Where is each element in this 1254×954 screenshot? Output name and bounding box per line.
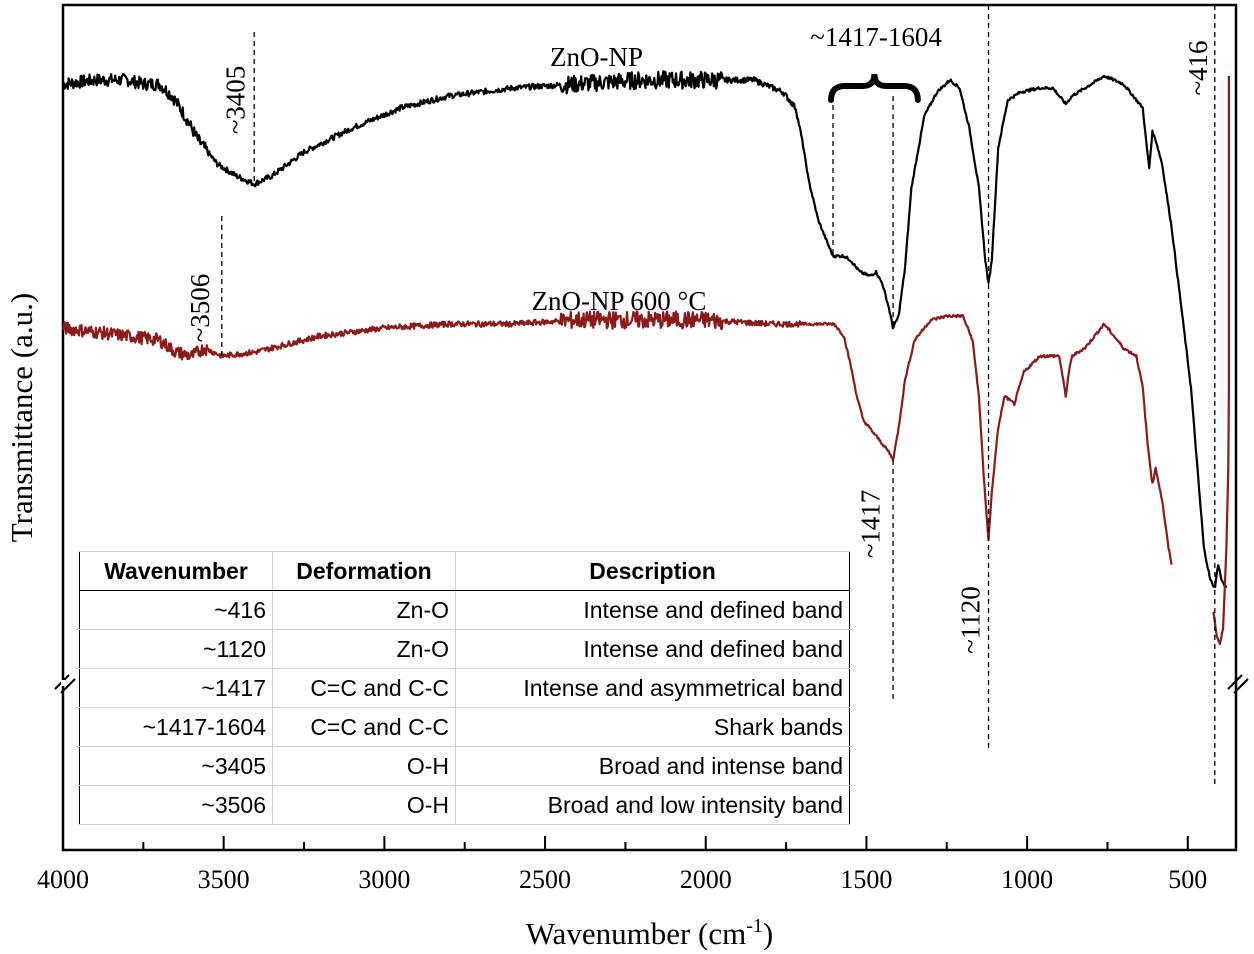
spectrum-line-zno-np [62,70,1228,589]
peak-annotation: ~1417 [855,490,885,559]
band-assignment-table: Wavenumber Deformation Description ~416 … [79,551,850,825]
table-cell-wavenumber: ~3506 [79,785,273,825]
table-cell-wavenumber: ~1417-1604 [79,707,273,747]
table-cell-wavenumber: ~416 [79,590,273,630]
table-header-description: Description [455,551,850,591]
x-tick-label: 4000 [37,865,89,894]
table-cell-deformation: C=C and C-C [272,707,456,747]
peak-annotation: ZnO-NP 600 °C [532,286,707,316]
x-axis-label-superscript: -1 [746,915,763,937]
table-row: ~1417-1604 C=C and C-C Shark bands [79,707,850,747]
peak-annotation: ~3506 [185,274,215,343]
table-cell-description: Intense and asymmetrical band [455,668,850,708]
x-tick-label: 1500 [840,865,892,894]
peak-annotation: ~416 [1183,40,1213,95]
x-tick-label: 3000 [358,865,410,894]
table-cell-description: Broad and intense band [455,746,850,786]
x-tick-label: 1000 [1001,865,1053,894]
plot-frame [61,3,1238,852]
table-cell-wavenumber: ~1120 [79,629,273,669]
range-brace [828,73,921,103]
table-cell-deformation: O-H [272,746,456,786]
table-row: ~1417 C=C and C-C Intense and asymmetric… [79,668,850,708]
plot-layer: 4000 3500 3000 2500 2000 1500 1000 500 Wavenumbe… [4,3,1249,951]
x-axis-label-end: ) [763,916,773,951]
table-cell-description: Intense and defined band [455,590,850,630]
table-cell-deformation: C=C and C-C [272,668,456,708]
x-tick-label: 2500 [519,865,571,894]
table-cell-wavenumber: ~3405 [79,746,273,786]
table-header-wavenumber: Wavenumber [79,551,273,591]
peak-annotation: ~1120 [956,586,986,654]
x-tick-label: 3500 [198,865,250,894]
table-cell-description: Shark bands [455,707,850,747]
axis-break-mark-right [1233,678,1249,694]
table-header-row: Wavenumber Deformation Description [79,551,850,591]
axis-break-gap-left [61,680,67,686]
table-row: ~416 Zn-O Intense and defined band [79,590,850,630]
table-cell-deformation: Zn-O [272,590,456,630]
table-row: ~3405 O-H Broad and intense band [79,746,850,786]
x-tick-label: 2000 [680,865,732,894]
y-axis-label: Transmittance (a.u.) [4,293,39,542]
table-row: ~3506 O-H Broad and low intensity band [79,785,850,825]
table-cell-description: Intense and defined band [455,629,850,669]
peak-annotation: ~3405 [221,66,251,135]
x-tick-label: 500 [1168,865,1207,894]
spectrum-line-zno-np-600c [1212,76,1230,646]
table-header-deformation: Deformation [272,551,456,591]
axis-break-mark-left [60,678,76,694]
table-cell-deformation: O-H [272,785,456,825]
spectrum-line-zno-np-600c [61,310,1173,565]
table-row: ~1120 Zn-O Intense and defined band [79,629,850,669]
x-axis-label: Wavenumber (cm-1) [526,915,773,951]
table-cell-description: Broad and low intensity band [455,785,850,825]
table-cell-deformation: Zn-O [272,629,456,669]
peak-annotation: ~1417-1604 [810,22,942,52]
axis-break-mark-right [1227,674,1243,690]
peak-annotation: ZnO-NP [550,42,643,72]
table-cell-wavenumber: ~1417 [79,668,273,708]
